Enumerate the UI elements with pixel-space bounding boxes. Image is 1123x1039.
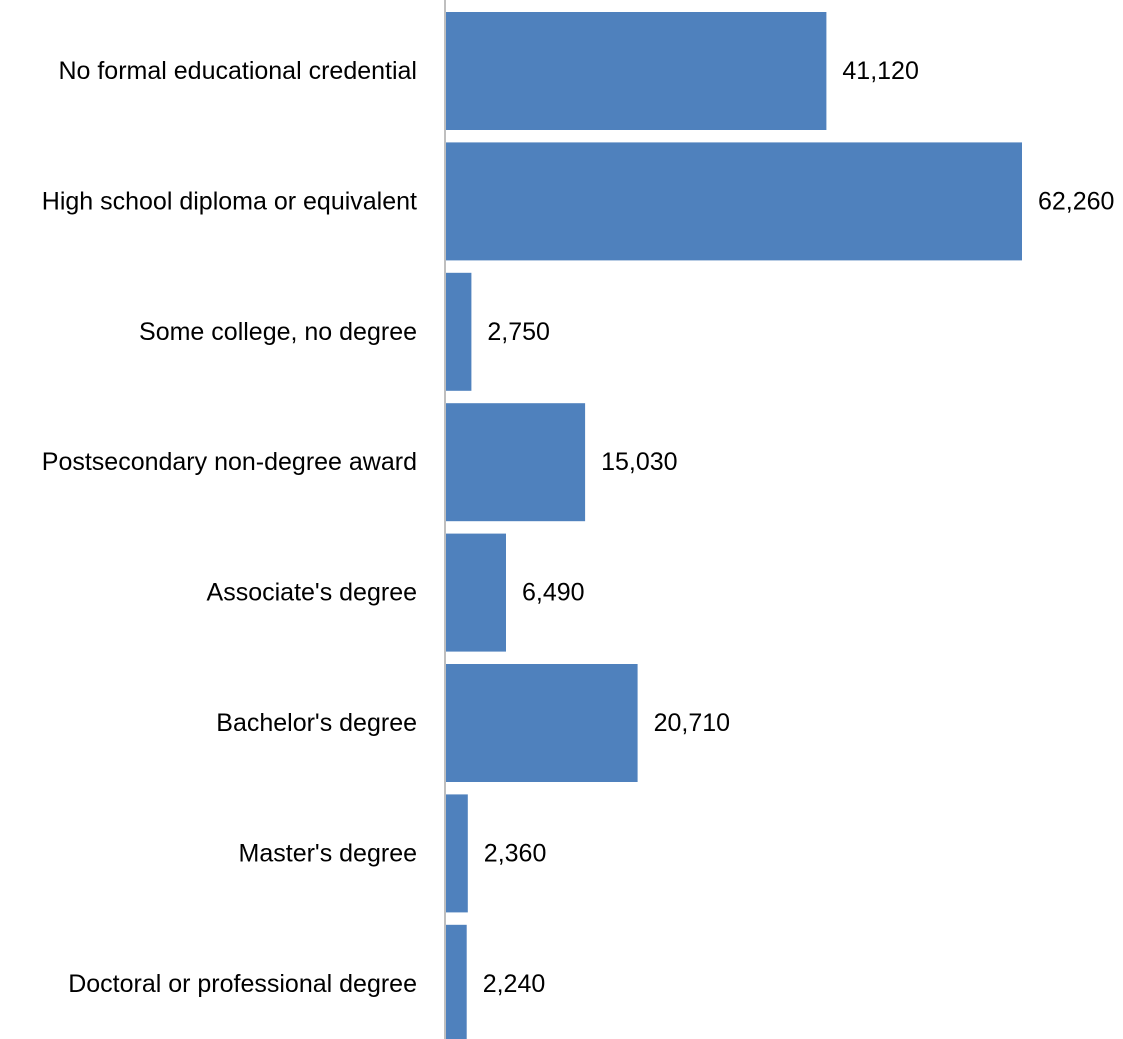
category-label: Doctoral or professional degree (68, 970, 417, 998)
value-label: 15,030 (601, 448, 677, 476)
bar (446, 403, 586, 522)
value-label: 41,120 (842, 57, 918, 85)
value-label: 2,750 (487, 318, 550, 346)
category-label: Some college, no degree (139, 318, 417, 346)
value-label: 20,710 (654, 709, 730, 737)
bar (446, 142, 1022, 261)
category-label: Associate's degree (207, 579, 417, 607)
category-label: Master's degree (239, 839, 417, 867)
value-labels-group: 41,120 62,260 2,750 15,030 6,490 20,710 2,360 2… (483, 57, 1115, 998)
value-label: 6,490 (522, 579, 585, 607)
category-label: High school diploma or equivalent (42, 187, 417, 215)
bar (446, 924, 467, 1039)
category-label: No formal educational credential (58, 57, 417, 85)
bar (446, 533, 506, 652)
value-label: 62,260 (1038, 187, 1114, 215)
value-label: 2,360 (484, 839, 547, 867)
bar (446, 272, 472, 391)
value-label: 2,240 (483, 970, 546, 998)
category-labels-group: No formal educational credential High sch… (42, 57, 417, 998)
bar (446, 664, 638, 782)
bar (446, 12, 827, 130)
category-label: Postsecondary non-degree award (42, 448, 417, 476)
bar (446, 794, 468, 913)
category-label: Bachelor's degree (216, 709, 417, 737)
bars-group (446, 12, 1022, 1039)
